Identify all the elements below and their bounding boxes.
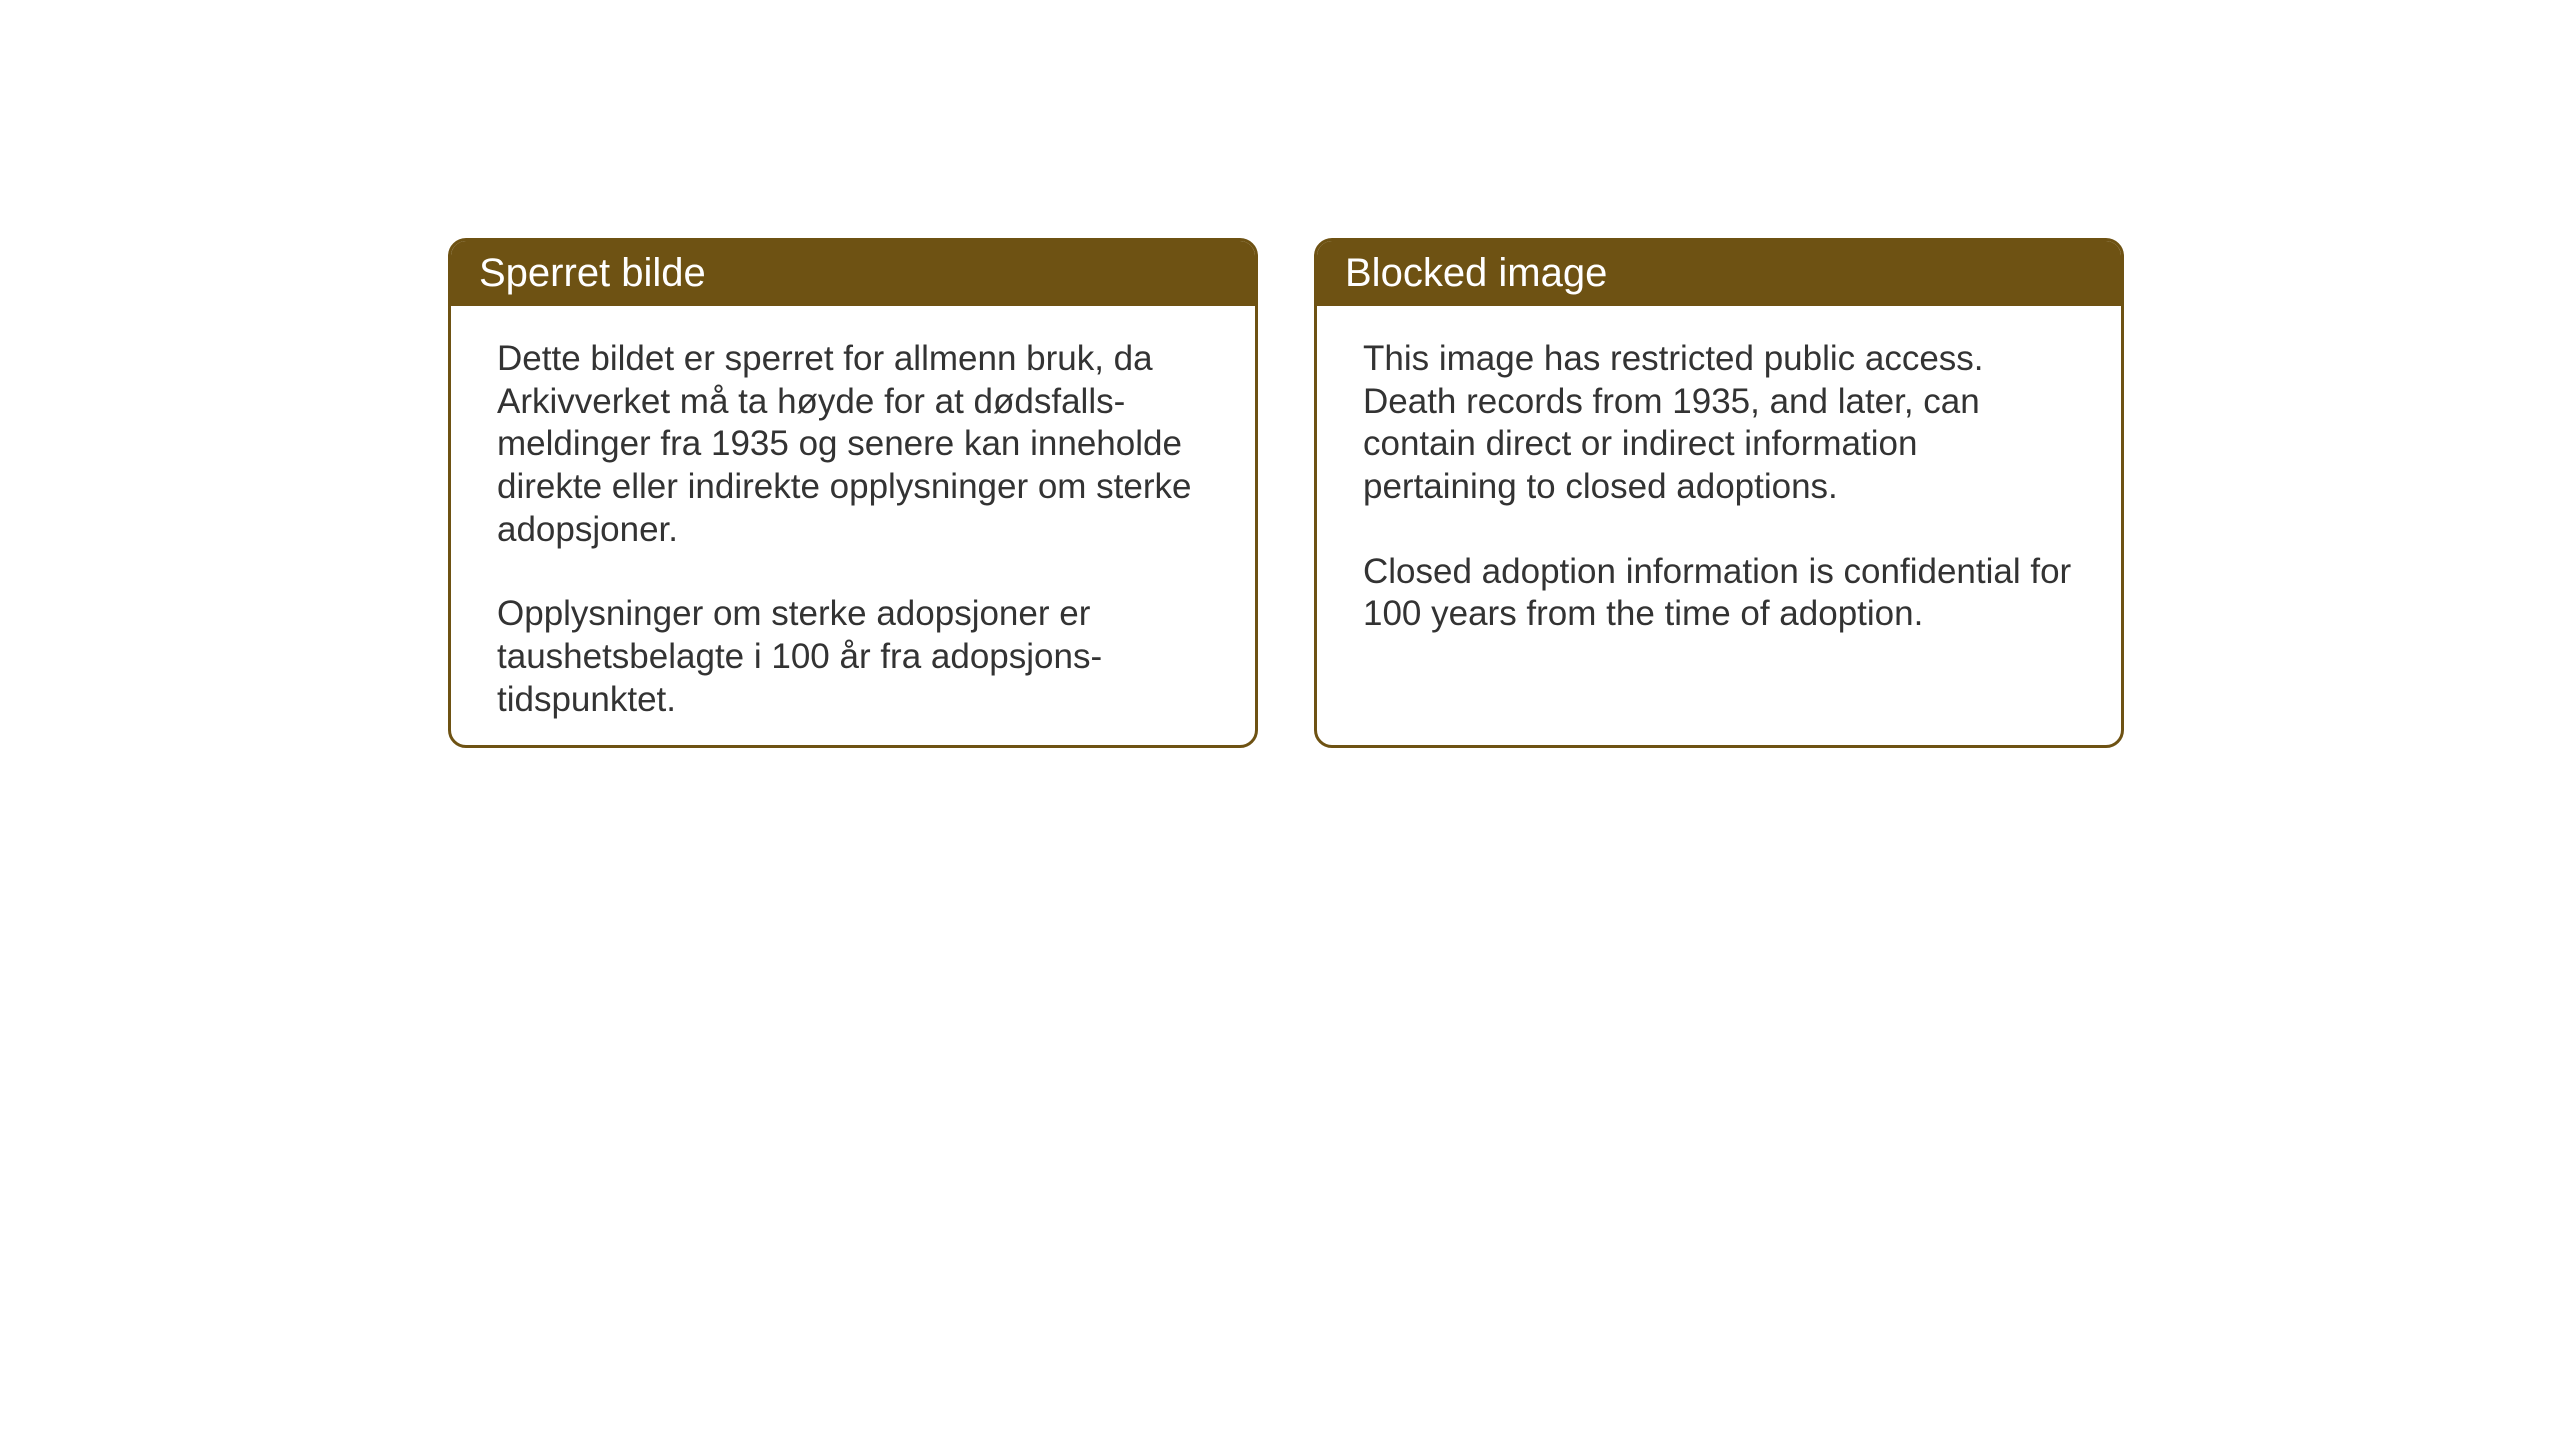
- notice-cards-container: Sperret bilde Dette bildet er sperret fo…: [448, 238, 2560, 748]
- english-paragraph-1: This image has restricted public access.…: [1363, 338, 2075, 509]
- norwegian-card-header: Sperret bilde: [451, 241, 1255, 306]
- english-card-header: Blocked image: [1317, 241, 2121, 306]
- english-card-body: This image has restricted public access.…: [1317, 306, 2121, 668]
- norwegian-paragraph-2: Opplysninger om sterke adopsjoner er tau…: [497, 593, 1209, 721]
- english-notice-card: Blocked image This image has restricted …: [1314, 238, 2124, 748]
- norwegian-paragraph-1: Dette bildet er sperret for allmenn bruk…: [497, 338, 1209, 551]
- english-paragraph-2: Closed adoption information is confident…: [1363, 551, 2075, 636]
- norwegian-card-title: Sperret bilde: [479, 251, 706, 295]
- english-card-title: Blocked image: [1345, 251, 1607, 295]
- norwegian-notice-card: Sperret bilde Dette bildet er sperret fo…: [448, 238, 1258, 748]
- norwegian-card-body: Dette bildet er sperret for allmenn bruk…: [451, 306, 1255, 748]
